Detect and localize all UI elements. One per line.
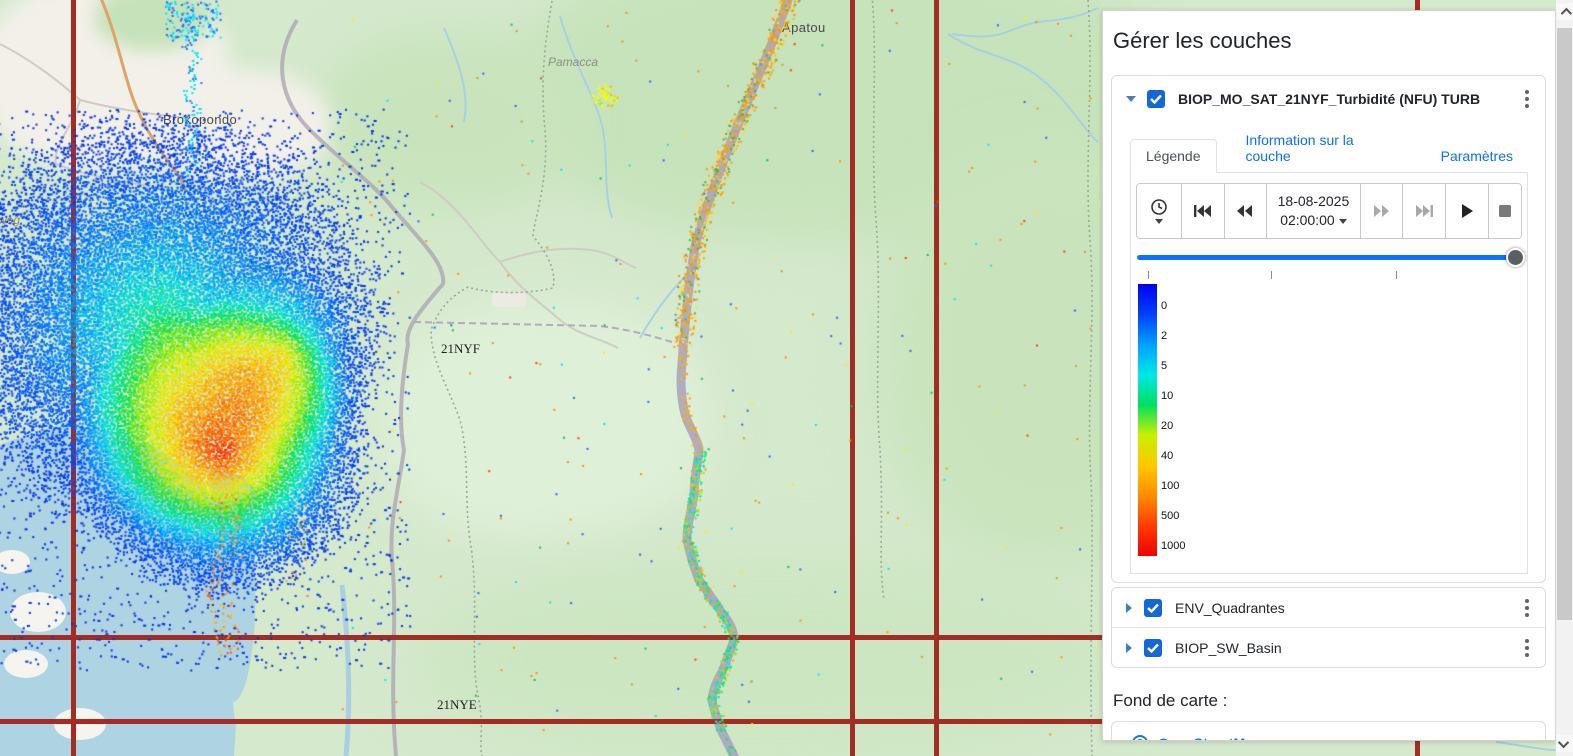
layer-row-sw-basin: BIOP_SW_Basin — [1112, 627, 1545, 667]
layer-checkbox[interactable] — [1144, 598, 1162, 617]
scrollbar-thumb[interactable] — [1557, 28, 1572, 620]
caret-down-icon — [1338, 218, 1347, 224]
date-value: 18-08-2025 — [1277, 193, 1350, 209]
layer-manager-panel: Gérer les couches BIOP_MO_SAT_21NYF_Turb… — [1102, 10, 1556, 741]
legend-value: 2 — [1161, 330, 1168, 342]
caret-down-icon — [1154, 219, 1163, 224]
legend-colorbar-box: 0 2 5 10 20 40 100 500 1000 — [1136, 284, 1522, 565]
scroll-down-button[interactable] — [1556, 735, 1573, 752]
chevron-down-icon[interactable] — [1126, 96, 1136, 102]
basemap-label[interactable]: OpenStreetMap — [1158, 735, 1261, 740]
basemap-option-osm[interactable]: OpenStreetMap — [1112, 722, 1545, 740]
layer-name: BIOP_SW_Basin — [1175, 639, 1282, 656]
step-backward-button[interactable] — [1224, 184, 1268, 238]
chevron-up-icon — [1560, 7, 1572, 19]
time-value: 02:00:00 — [1280, 212, 1335, 228]
tab-legende[interactable]: Légende — [1130, 139, 1217, 173]
layer-header: BIOP_MO_SAT_21NYF_Turbidité (NFU) TURB — [1112, 84, 1545, 114]
time-slider-handle[interactable] — [1506, 248, 1525, 267]
stop-button[interactable] — [1488, 184, 1521, 238]
step-forward-button[interactable] — [1360, 184, 1404, 238]
play-icon — [1462, 204, 1474, 218]
legend-value: 20 — [1161, 420, 1174, 432]
stop-icon — [1498, 205, 1511, 217]
turbidity-raster-canvas — [0, 0, 1110, 756]
chevron-down-icon — [1557, 736, 1569, 748]
legend-value: 100 — [1161, 480, 1180, 492]
layer-checkbox[interactable] — [1147, 90, 1165, 108]
legend-colorbar — [1138, 284, 1157, 556]
layer-list: ENV_Quadrantes BIOP_SW_Basin — [1111, 587, 1546, 668]
legend-tab-pane: 18-08-2025 02:00:00 — [1130, 173, 1528, 574]
check-icon — [1150, 94, 1162, 104]
kebab-menu-icon[interactable] — [1519, 86, 1535, 112]
time-player-toolbar: 18-08-2025 02:00:00 — [1136, 183, 1522, 239]
tab-parametres[interactable]: Paramètres — [1440, 148, 1513, 164]
skip-start-icon — [1193, 205, 1211, 217]
legend-value: 5 — [1161, 360, 1168, 372]
check-icon — [1147, 603, 1159, 613]
play-button[interactable] — [1446, 184, 1489, 238]
kebab-menu-icon[interactable] — [1519, 595, 1535, 621]
scroll-up-button[interactable] — [1556, 3, 1573, 20]
kebab-menu-icon[interactable] — [1519, 635, 1535, 661]
legend-value: 40 — [1161, 450, 1174, 462]
layer-name: ENV_Quadrantes — [1175, 599, 1285, 616]
time-slider[interactable] — [1137, 247, 1525, 269]
panel-title: Gérer les couches — [1113, 28, 1292, 53]
basemap-list: OpenStreetMap Bing Aerial — [1111, 721, 1546, 740]
clock-icon — [1151, 199, 1167, 215]
datetime-picker[interactable]: 18-08-2025 02:00:00 — [1267, 184, 1361, 238]
check-icon — [1147, 643, 1159, 653]
legend-value: 0 — [1161, 300, 1168, 312]
layer-row-quadrantes: ENV_Quadrantes — [1112, 588, 1545, 627]
time-slider-ticks — [1136, 271, 1522, 280]
layer-tabs: Légende Information sur la couche Paramè… — [1130, 124, 1528, 173]
layer-checkbox[interactable] — [1144, 638, 1162, 657]
panel-scrollbar[interactable] — [1556, 0, 1573, 756]
chevron-right-icon[interactable] — [1126, 602, 1132, 613]
legend-value: 1000 — [1161, 540, 1186, 552]
skip-to-start-button[interactable] — [1181, 184, 1225, 238]
step-backward-icon — [1237, 205, 1253, 217]
time-slider-track[interactable] — [1137, 255, 1508, 260]
basemap-heading: Fond de carte : — [1113, 691, 1228, 710]
skip-end-icon — [1416, 205, 1434, 217]
tab-information[interactable]: Information sur la couche — [1245, 132, 1354, 164]
time-mode-button[interactable] — [1137, 184, 1182, 238]
layer-card-turbidity: BIOP_MO_SAT_21NYF_Turbidité (NFU) TURB L… — [1111, 75, 1546, 583]
radio-selected-icon[interactable] — [1132, 735, 1148, 740]
legend-value: 500 — [1161, 510, 1180, 522]
layer-name: BIOP_MO_SAT_21NYF_Turbidité (NFU) TURB — [1178, 91, 1481, 107]
skip-to-end-button[interactable] — [1403, 184, 1447, 238]
step-forward-icon — [1374, 205, 1390, 217]
legend-value: 10 — [1161, 390, 1174, 402]
chevron-right-icon[interactable] — [1126, 642, 1132, 653]
